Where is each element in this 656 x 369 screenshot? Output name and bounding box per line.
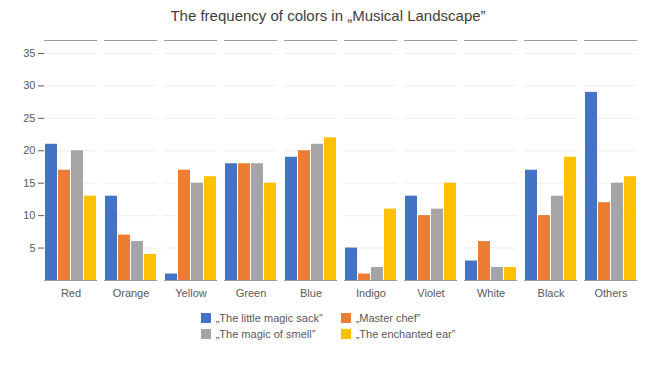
svg-text:10: 10 [23,209,35,221]
svg-text:25: 25 [23,112,35,124]
svg-text:Green: Green [236,287,267,299]
svg-text:Violet: Violet [417,287,444,299]
svg-text:15: 15 [23,177,35,189]
html-text:„Master chef”: „Master chef” [355,312,421,324]
svg-text:5: 5 [29,242,35,254]
svg-text:35: 35 [23,47,35,59]
svg-text:Others: Others [594,287,628,299]
svg-text:Orange: Orange [113,287,150,299]
html-text:„The magic of smell”: „The magic of smell” [215,328,316,340]
svg-text:White: White [477,287,505,299]
svg-text:Indigo: Indigo [356,287,386,299]
svg-text:Yellow: Yellow [175,287,206,299]
html-text:„The little magic sack”: „The little magic sack” [215,312,323,324]
svg-text:Black: Black [538,287,565,299]
html-text:„The enchanted ear”: „The enchanted ear” [355,328,456,340]
svg-text:30: 30 [23,79,35,91]
svg-text:Blue: Blue [300,287,322,299]
svg-text:Red: Red [61,287,81,299]
svg-text:20: 20 [23,144,35,156]
html-text:The frequency of colors in „Mu: The frequency of colors in „Musical Land… [170,7,486,24]
